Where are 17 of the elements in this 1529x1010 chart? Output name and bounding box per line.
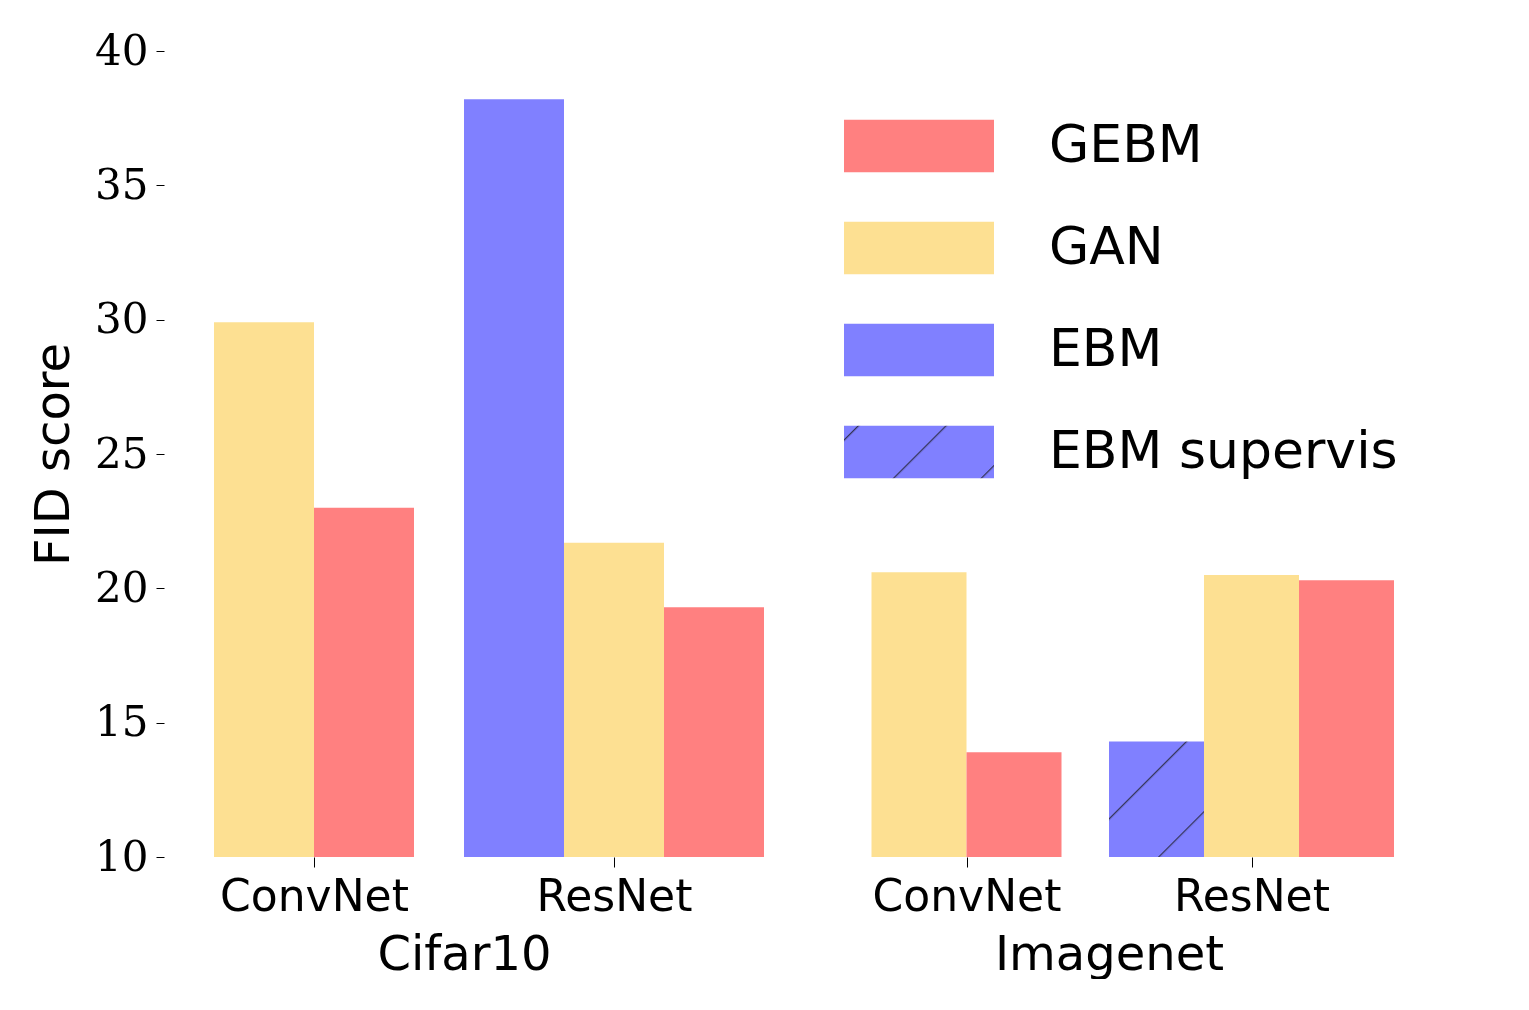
legend-label: EBM supervis [1049,420,1398,480]
y-tick-label: 35 [95,159,149,209]
x-tick-label: ConvNet [220,869,409,921]
x-axis-title: Cifar10 [377,924,552,981]
y-tick-label: 30 [95,294,149,344]
x-tick-label: ResNet [536,869,693,921]
x-tick-label: ConvNet [872,869,1062,921]
y-tick-label: 10 [95,831,149,881]
x-tick-label: ResNet [1174,869,1330,921]
y-tick-label: 40 [95,25,149,75]
y-axis-title: FID score [24,343,81,566]
legend-label: GAN [1049,216,1164,276]
y-tick-label: 25 [95,428,149,478]
y-tick-label: 15 [95,697,149,747]
y-tick-label: 20 [95,562,149,612]
legend-label: EBM [1049,318,1163,378]
legend-label: GEBM [1049,114,1203,174]
